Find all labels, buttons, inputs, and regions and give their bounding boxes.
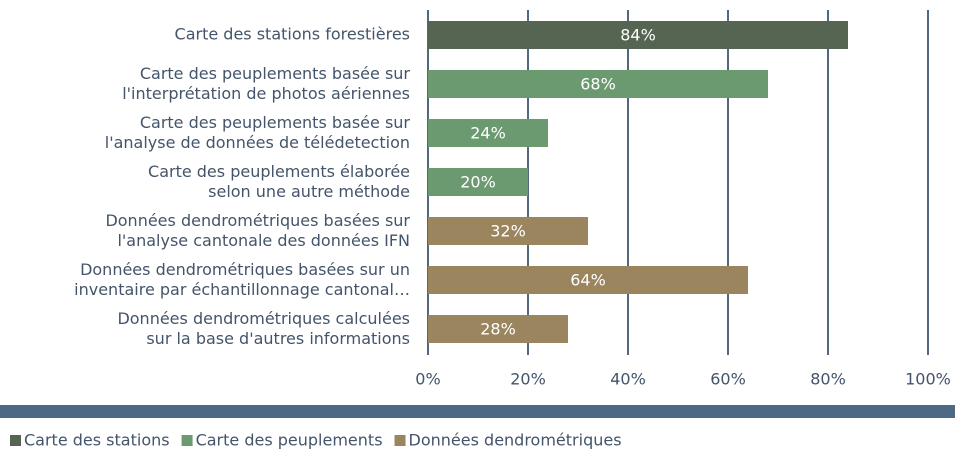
bar <box>428 315 568 343</box>
legend-swatch <box>394 435 406 446</box>
value-label: 68% <box>580 75 616 94</box>
separator-band <box>0 405 955 418</box>
x-tick-label: 40% <box>610 370 646 389</box>
bar <box>428 21 848 49</box>
value-label: 20% <box>460 173 496 192</box>
x-tick-label: 60% <box>710 370 746 389</box>
value-label: 28% <box>480 320 516 339</box>
y-tick-label: Données dendrométriques basées sur un inv… <box>74 260 410 299</box>
legend-label: Carte des peuplements <box>196 431 383 450</box>
value-label: 24% <box>470 124 506 143</box>
y-tick-label: Carte des peuplements basée sur l'analyse… <box>105 113 411 152</box>
bar <box>428 266 748 294</box>
value-label: 84% <box>620 26 656 45</box>
x-tick-label: 20% <box>510 370 546 389</box>
bar <box>428 70 768 98</box>
x-tick-label: 100% <box>905 370 951 389</box>
y-tick-label: Carte des stations forestières <box>175 25 410 44</box>
x-tick-label: 80% <box>810 370 846 389</box>
legend-label: Données dendrométriques <box>409 431 622 450</box>
legend-swatch <box>10 435 21 446</box>
bar <box>428 119 548 147</box>
y-tick-label: Carte des peuplements élaborée selon une … <box>148 162 410 201</box>
x-tick-label: 0% <box>415 370 440 389</box>
value-label: 64% <box>570 271 606 290</box>
legend-swatch <box>181 435 193 446</box>
y-tick-label: Données dendrométriques calculées sur la … <box>117 309 410 348</box>
bar <box>428 217 588 245</box>
y-tick-label: Carte des peuplements basée sur l'interpr… <box>122 64 410 103</box>
value-label: 32% <box>490 222 526 241</box>
bar <box>428 168 528 196</box>
legend-label: Carte des stations <box>24 431 170 450</box>
y-tick-label: Données dendrométriques basées sur l'anal… <box>105 211 410 250</box>
